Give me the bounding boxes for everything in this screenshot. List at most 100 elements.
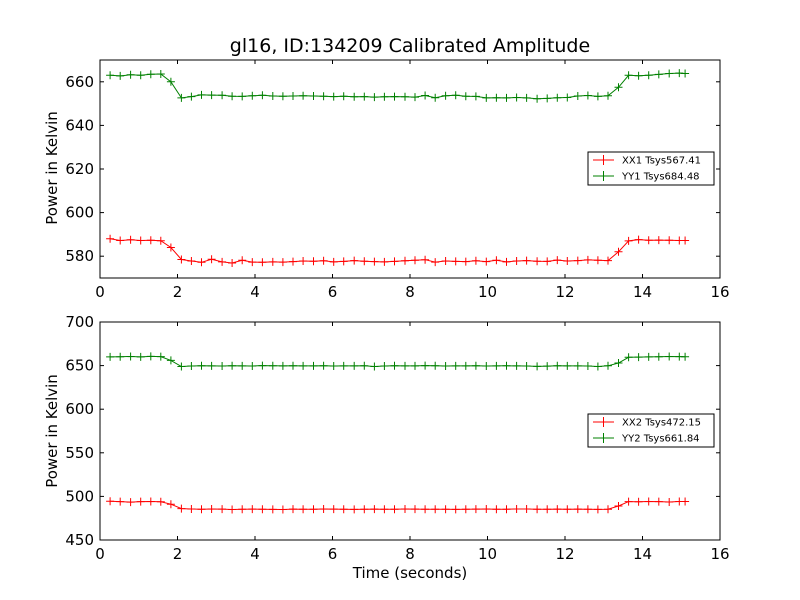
chart-bottom-data-point xyxy=(583,362,592,370)
chart-top-data-point xyxy=(563,93,572,102)
chart-top-data-point xyxy=(471,256,480,265)
chart-bottom-data-point xyxy=(583,505,592,514)
chart-top-data-point xyxy=(471,92,480,101)
chart-top-data-point xyxy=(492,256,501,265)
chart-bottom-data-point xyxy=(614,359,623,367)
chart-bottom-data-point xyxy=(258,505,267,514)
chart-bottom-data-point xyxy=(248,505,257,514)
chart-bottom-data-point xyxy=(177,504,186,513)
chart-top-data-point xyxy=(411,256,419,265)
chart-bottom-legend: XX2 Tsys472.15 YY2 Tsys661.84 xyxy=(587,413,715,448)
chart-top-data-point xyxy=(390,257,399,266)
chart-top-data-point xyxy=(644,236,653,245)
chart-bottom-data-point xyxy=(350,361,359,370)
chart-bottom-data-point xyxy=(563,505,572,514)
chart-top-data-point xyxy=(573,92,582,100)
chart-bottom-ylabel: Power in Kelvin xyxy=(43,374,61,488)
chart-bottom-data-point xyxy=(278,505,287,514)
chart-top-data-point xyxy=(593,256,602,265)
chart-top-data-point xyxy=(207,255,216,264)
chart-top-data-point xyxy=(156,236,165,245)
chart-bottom-data-point xyxy=(126,352,135,361)
chart-bottom-data-point xyxy=(634,353,643,362)
chart-top-data-point xyxy=(319,92,328,101)
chart-bottom-data-point xyxy=(390,361,399,370)
chart-bottom-data-point xyxy=(339,505,348,514)
chart-top-data-point xyxy=(681,236,690,245)
chart-top-data-point xyxy=(461,257,470,266)
chart-top-legend-label-0: XX1 Tsys567.41 xyxy=(622,156,701,167)
chart-bottom-data-point xyxy=(512,361,521,370)
chart-bottom-data-point xyxy=(512,505,521,513)
chart-bottom-data-point xyxy=(106,497,115,506)
chart-top-data-point xyxy=(461,92,470,101)
chart-top-data-point xyxy=(492,93,501,102)
chart-top-data-point xyxy=(207,91,216,100)
chart-top-data-point xyxy=(614,247,623,256)
chart-bottom-data-point xyxy=(451,505,460,514)
chart-top-legend-marker-1 xyxy=(598,171,609,181)
chart-top-data-point xyxy=(197,258,206,267)
chart-bottom-data-point xyxy=(441,505,450,514)
chart-top-data-point xyxy=(421,255,430,264)
chart-bottom-data-point xyxy=(126,498,135,507)
chart-bottom-data-point xyxy=(380,505,389,514)
chart-bottom-data-point xyxy=(370,505,379,514)
chart-bottom-data-point xyxy=(482,505,491,513)
chart-bottom-x-tick-label: 4 xyxy=(250,545,260,563)
chart-bottom-x-tick-label: 6 xyxy=(328,545,338,563)
chart-top-data-point xyxy=(309,92,318,100)
chart-bottom-data-point xyxy=(604,505,612,514)
chart-top-data-point xyxy=(329,92,338,101)
chart-top-data-point xyxy=(218,91,227,100)
chart-bottom-data-point xyxy=(228,361,237,370)
chart-bottom-data-point xyxy=(681,352,690,361)
chart-top-ylabel: Power in Kelvin xyxy=(43,111,61,225)
chart-bottom-data-point xyxy=(187,505,196,513)
chart-top-data-point xyxy=(583,255,592,264)
chart-top-data-point xyxy=(238,92,247,101)
chart-bottom-legend-entry: YY2 Tsys661.84 xyxy=(593,433,700,445)
chart-bottom-y-tick-label: 600 xyxy=(65,400,94,418)
chart-top-data-point xyxy=(166,77,175,86)
chart-top-data-point xyxy=(380,92,389,101)
chart-bottom-data-point xyxy=(502,505,511,514)
chart-bottom-data-point xyxy=(573,361,582,370)
chart-bottom-data-point xyxy=(461,505,470,514)
chart-bottom-data-point xyxy=(654,352,663,361)
chart-bottom-x-tick-label: 14 xyxy=(633,545,652,563)
chart-top-legend-marker-0 xyxy=(598,155,609,165)
chart-bottom-data-point xyxy=(522,505,531,513)
chart-bottom-data-point xyxy=(533,362,542,371)
chart-bottom-data-point xyxy=(360,505,369,514)
chart-top-data-point xyxy=(512,257,521,265)
chart-top-data-point xyxy=(563,257,572,265)
chart-top-data-point xyxy=(106,234,115,243)
chart-bottom-data-point xyxy=(543,505,552,514)
chart-bottom-data-point xyxy=(146,497,155,506)
chart-bottom-data-point xyxy=(309,361,318,370)
chart-bottom-x-tick-label: 8 xyxy=(405,545,415,563)
chart-bottom-data-point xyxy=(533,505,542,514)
chart-top-x-tick-label: 16 xyxy=(710,283,729,301)
chart-top-x-tick-label: 14 xyxy=(633,283,652,301)
chart-bottom-legend-label-1: YY2 Tsys661.84 xyxy=(621,434,700,445)
chart-bottom-data-point xyxy=(665,352,674,361)
chart-bottom-data-point xyxy=(278,361,287,370)
chart-bottom-data-point xyxy=(411,361,419,370)
chart-bottom-data-point xyxy=(106,352,115,361)
chart-bottom-data-point xyxy=(573,505,582,514)
chart-top-data-point xyxy=(319,256,328,265)
chart-bottom-data-point xyxy=(146,352,155,361)
chart-bottom-data-point xyxy=(431,505,440,514)
chart-bottom-legend-entry: XX2 Tsys472.15 xyxy=(593,417,701,429)
chart-top-data-point xyxy=(350,92,359,101)
chart-bottom-data-point xyxy=(329,505,338,514)
chart-bottom-y-tick-label: 650 xyxy=(65,357,94,375)
chart-top-data-point xyxy=(533,94,542,103)
chart-top-series-line-1 xyxy=(110,72,686,100)
chart-top-series-layer xyxy=(106,69,690,267)
chart-bottom-data-point xyxy=(634,497,643,506)
chart-bottom-data-point xyxy=(624,497,633,506)
chart-bottom-data-point xyxy=(166,500,175,509)
